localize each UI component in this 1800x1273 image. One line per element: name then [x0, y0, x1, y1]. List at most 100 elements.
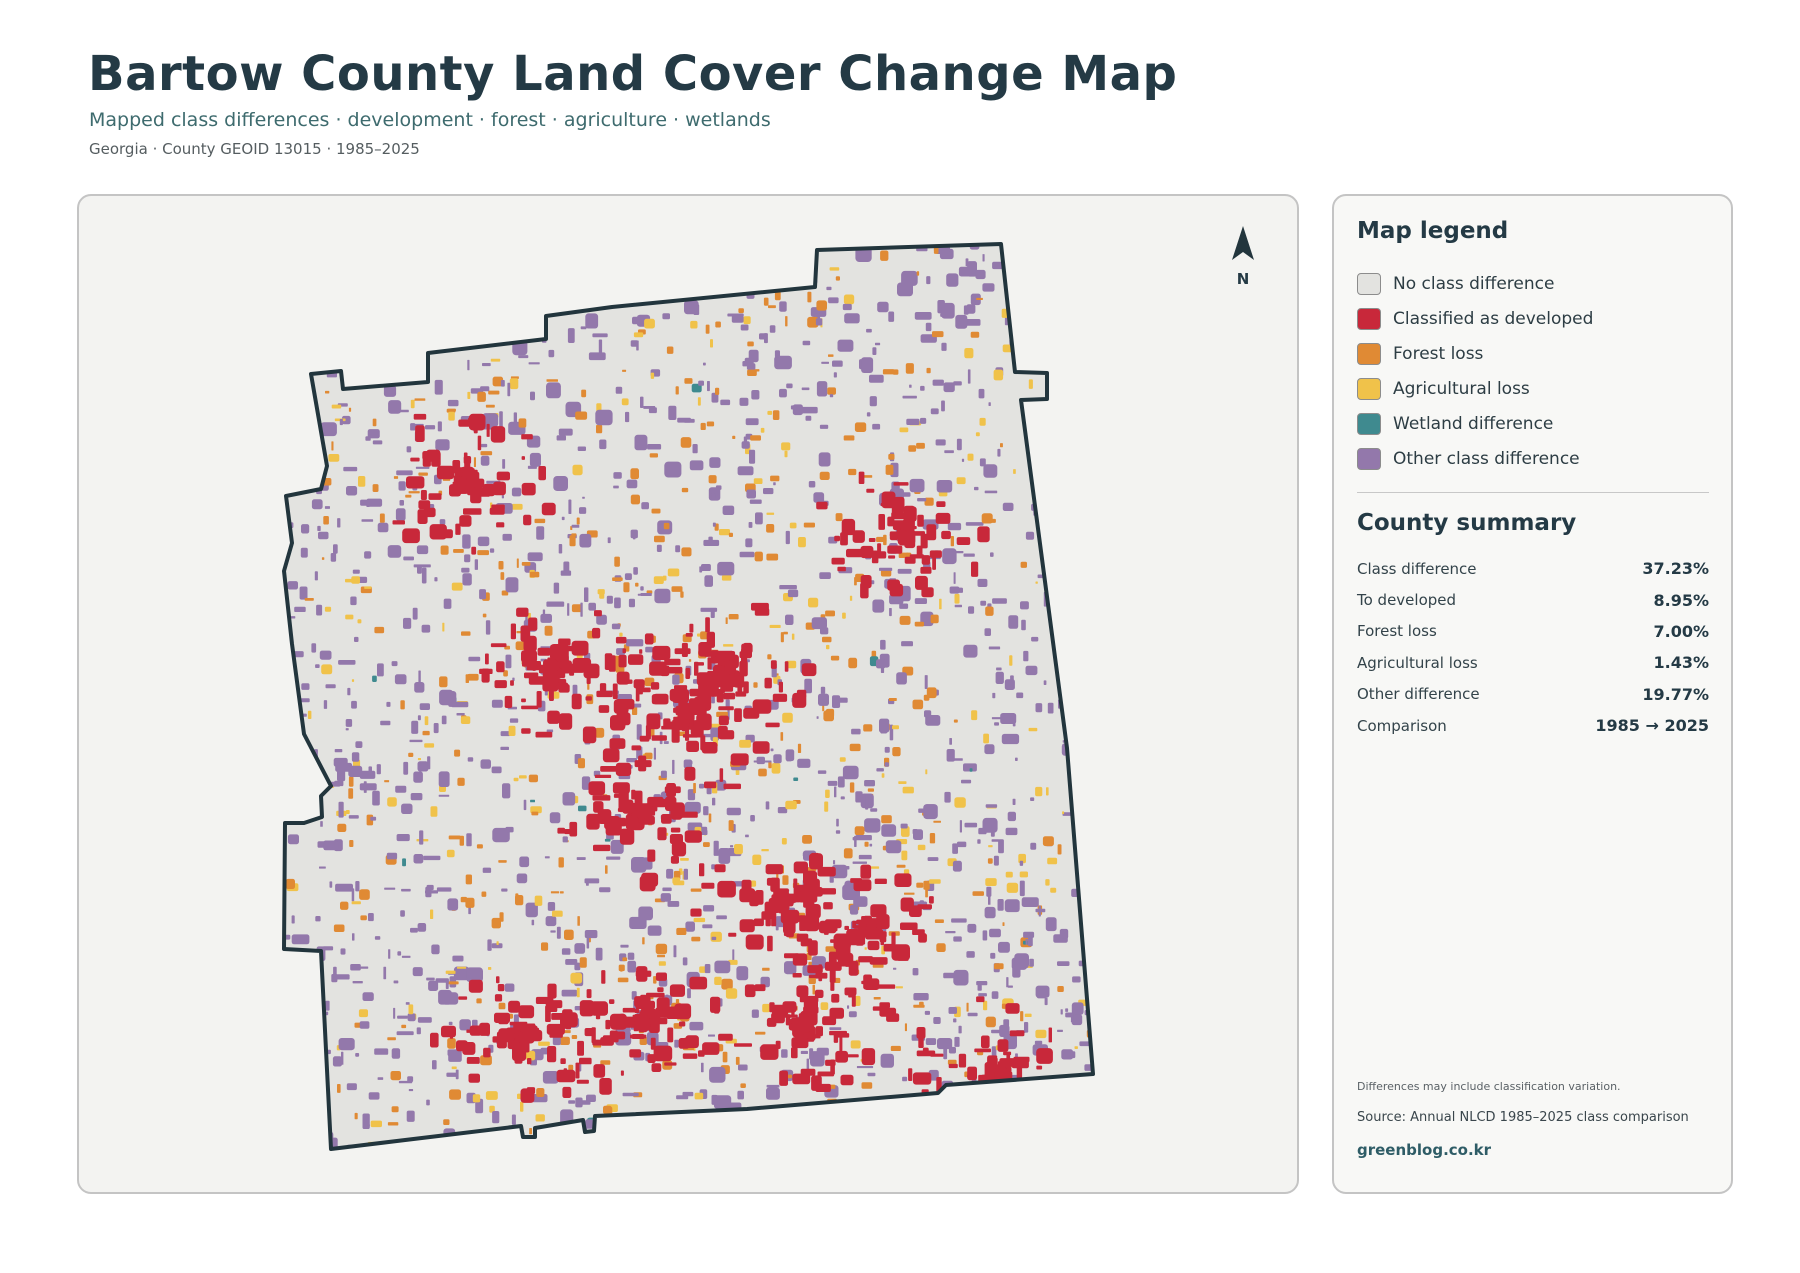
- other-change-patch: [663, 741, 669, 744]
- developed-patch: [771, 914, 777, 927]
- other-change-patch: [945, 931, 956, 934]
- other-change-patch: [1006, 977, 1009, 988]
- developed-patch: [669, 984, 685, 997]
- developed-patch: [791, 1007, 795, 1016]
- other-change-patch: [556, 926, 561, 939]
- other-change-patch: [1043, 540, 1060, 546]
- other-change-patch: [1034, 1083, 1041, 1091]
- other-change-patch: [315, 916, 321, 922]
- other-change-patch: [620, 944, 629, 948]
- other-change-patch: [340, 948, 346, 955]
- map-panel[interactable]: [77, 194, 1299, 1194]
- legend-panel: Map legend No class difference Classifie…: [1332, 194, 1733, 1194]
- forest-loss-patch: [571, 1035, 578, 1039]
- other-change-patch: [834, 786, 837, 798]
- agricultural-loss-patch: [401, 303, 412, 312]
- other-change-patch: [377, 663, 384, 677]
- developed-patch: [792, 1073, 811, 1085]
- forest-loss-patch: [843, 848, 853, 859]
- forest-loss-patch: [577, 916, 580, 926]
- agricultural-loss-patch: [585, 260, 591, 266]
- other-change-patch: [829, 1027, 842, 1030]
- agricultural-loss-patch: [633, 332, 644, 338]
- wetland-patch: [793, 777, 799, 781]
- other-change-patch: [947, 522, 962, 531]
- agricultural-loss-patch: [650, 372, 655, 379]
- other-change-patch: [1095, 664, 1108, 675]
- agricultural-loss-patch: [1038, 457, 1047, 464]
- developed-patch: [1034, 1103, 1047, 1108]
- developed-patch: [678, 1038, 690, 1049]
- forest-loss-patch: [515, 893, 519, 902]
- other-change-patch: [1026, 362, 1044, 366]
- forest-loss-patch: [571, 604, 583, 613]
- developed-patch: [582, 726, 597, 744]
- other-change-patch: [802, 340, 811, 346]
- developed-patch: [752, 699, 772, 714]
- site-link[interactable]: greenblog.co.kr: [1357, 1141, 1492, 1159]
- other-change-patch: [560, 1127, 578, 1140]
- other-change-patch: [437, 421, 442, 432]
- developed-patch: [993, 1055, 998, 1071]
- other-change-patch: [571, 524, 580, 528]
- forest-loss-patch: [1020, 1011, 1024, 1022]
- forest-loss-patch: [453, 549, 464, 553]
- other-change-patch: [1084, 601, 1093, 605]
- other-change-patch: [461, 567, 470, 573]
- county-map[interactable]: [79, 196, 1299, 1194]
- other-change-patch: [662, 313, 670, 320]
- other-change-patch: [488, 270, 496, 280]
- developed-patch: [496, 661, 505, 673]
- other-change-patch: [334, 749, 343, 753]
- other-change-patch: [489, 548, 495, 553]
- other-change-patch: [291, 915, 295, 924]
- other-change-patch: [297, 442, 301, 448]
- other-change-patch: [574, 943, 586, 954]
- other-change-patch: [953, 969, 969, 986]
- agricultural-loss-patch: [457, 966, 467, 969]
- other-change-patch: [391, 276, 402, 287]
- other-change-patch: [452, 955, 464, 962]
- agricultural-loss-patch: [789, 522, 797, 529]
- other-change-patch: [936, 480, 953, 493]
- agricultural-loss-patch: [644, 318, 655, 329]
- other-change-patch: [700, 826, 708, 833]
- summary-row: Class difference 37.23%: [1357, 553, 1709, 584]
- other-change-patch: [1019, 880, 1025, 897]
- north-arrow-icon: [1232, 226, 1254, 260]
- developed-patch: [780, 909, 800, 924]
- developed-patch: [494, 994, 503, 1002]
- other-change-patch: [876, 768, 884, 772]
- forest-loss-patch: [888, 698, 897, 701]
- developed-patch: [779, 1070, 788, 1086]
- forest-loss-patch: [384, 780, 390, 783]
- forest-loss-patch: [819, 471, 830, 480]
- other-change-patch: [1074, 268, 1083, 276]
- other-change-patch: [1005, 827, 1018, 836]
- developed-patch: [473, 420, 478, 434]
- other-change-patch: [953, 572, 956, 584]
- other-change-patch: [718, 848, 731, 864]
- developed-patch: [556, 1069, 576, 1083]
- developed-patch: [819, 920, 837, 934]
- other-change-patch: [455, 1069, 459, 1080]
- developed-patch: [874, 931, 887, 938]
- developed-patch: [852, 530, 865, 543]
- developed-patch: [880, 935, 885, 946]
- other-change-patch: [611, 623, 621, 630]
- developed-patch: [879, 1007, 897, 1017]
- summary-label: Other difference: [1357, 685, 1480, 704]
- other-change-patch: [864, 818, 881, 833]
- agricultural-loss-patch: [766, 512, 775, 515]
- developed-patch: [766, 1017, 777, 1027]
- summary-row: Comparison 1985 → 2025: [1357, 710, 1709, 741]
- developed-patch: [458, 419, 471, 427]
- other-change-patch: [284, 1046, 285, 1063]
- developed-patch: [417, 509, 428, 524]
- forest-loss-patch: [681, 547, 692, 557]
- developed-patch: [543, 659, 558, 673]
- forest-loss-patch: [924, 497, 934, 506]
- other-change-patch: [491, 943, 503, 949]
- other-change-patch: [852, 861, 867, 864]
- other-change-patch: [713, 840, 719, 856]
